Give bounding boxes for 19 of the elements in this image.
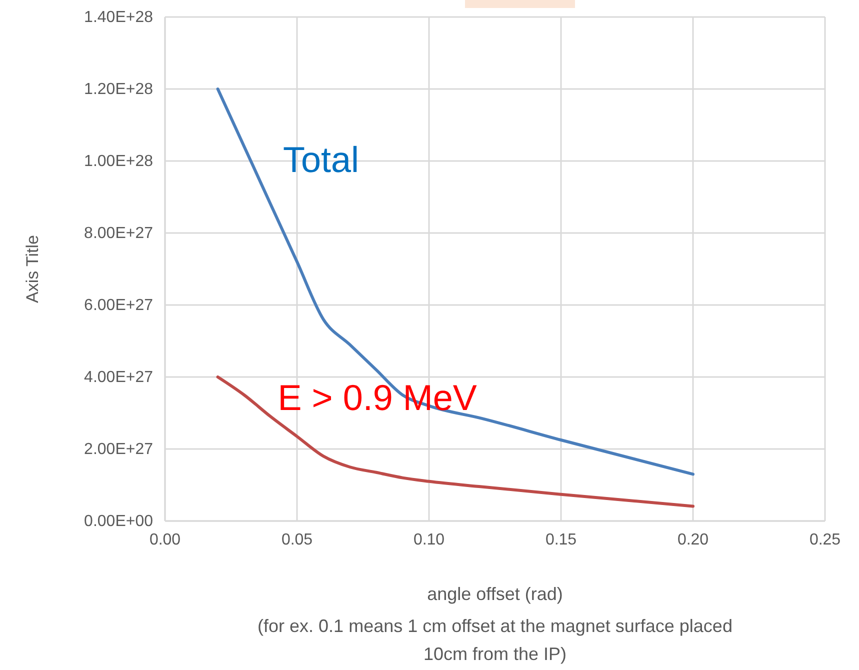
y-tick-label: 1.40E+28 bbox=[84, 9, 154, 26]
x-tick-label: 0.25 bbox=[809, 531, 841, 548]
x-tick-label: 0.15 bbox=[545, 531, 577, 548]
y-tick-label: 6.00E+27 bbox=[84, 297, 154, 314]
x-axis-title: angle offset (rad) bbox=[427, 584, 563, 604]
y-tick-label: 2.00E+27 bbox=[84, 441, 154, 458]
x-tick-label: 0.10 bbox=[413, 531, 445, 548]
y-axis-title: Axis Title bbox=[23, 234, 42, 304]
text: (for ex. 0.1 means 1 cm offset at the magnet surface placed 10cm from the IP) bbox=[258, 616, 732, 664]
series-label: E > 0.9 MeV bbox=[278, 377, 477, 418]
series-label: Total bbox=[283, 138, 360, 180]
y-tick-label: 8.00E+27 bbox=[84, 225, 154, 242]
y-tick-label: 0.00E+00 bbox=[84, 513, 154, 530]
y-tick-label: 1.00E+28 bbox=[84, 153, 154, 170]
x-tick-label: 0.20 bbox=[677, 531, 709, 548]
y-tick-label: 1.20E+28 bbox=[84, 81, 154, 98]
y-tick-label: 4.00E+27 bbox=[84, 369, 154, 386]
x-tick-label: 0.05 bbox=[281, 531, 313, 548]
x-tick-label: 0.00 bbox=[149, 531, 181, 548]
